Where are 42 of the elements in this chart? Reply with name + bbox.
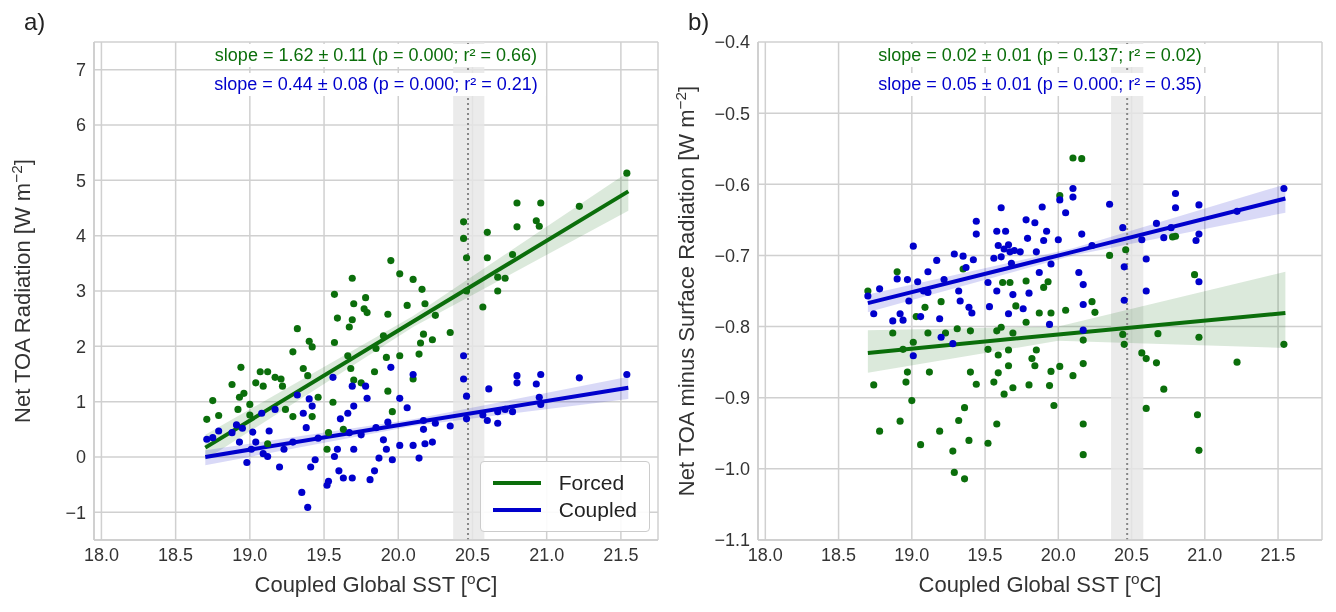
x-tick-label: 21.5 bbox=[1260, 544, 1296, 565]
y-tick-label: −1.1 bbox=[714, 530, 750, 551]
x-tick-label: 20.0 bbox=[380, 544, 416, 565]
y-tick-label: 7 bbox=[75, 60, 86, 81]
annotation: slope = 0.44 ± 0.08 (p = 0.000; r² = 0.21) bbox=[206, 73, 546, 96]
x-axis-title: Coupled Global SST [$^{o}$C] bbox=[254, 569, 498, 597]
x-tick-label: 20.0 bbox=[1040, 544, 1076, 565]
annotation: slope = 0.05 ± 0.01 (p = 0.000; r² = 0.35) bbox=[870, 73, 1210, 96]
y-tick-label: −1 bbox=[65, 502, 86, 523]
x-tick-label: 19.5 bbox=[967, 544, 1003, 565]
y-tick-label: −0.6 bbox=[714, 174, 750, 195]
y-tick-label: −0.7 bbox=[714, 245, 750, 266]
annotation: slope = 1.62 ± 0.11 (p = 0.000; r² = 0.66) bbox=[206, 44, 546, 67]
annotation: slope = 0.02 ± 0.01 (p = 0.137; r² = 0.02) bbox=[870, 44, 1210, 67]
y-tick-label: 4 bbox=[75, 226, 86, 247]
x-tick-label: 20.5 bbox=[1114, 544, 1150, 565]
y-tick-label: −0.9 bbox=[714, 388, 750, 409]
x-tick-label: 21.0 bbox=[1187, 544, 1223, 565]
legend-label: Coupled bbox=[558, 498, 637, 522]
x-tick-label: 19.5 bbox=[306, 544, 342, 565]
y-tick-label: 2 bbox=[75, 336, 86, 357]
legend-label: Forced bbox=[558, 471, 625, 495]
chart-title: b) bbox=[688, 8, 710, 36]
y-tick-label: −0.8 bbox=[714, 316, 750, 337]
x-tick-label: 19.0 bbox=[894, 544, 930, 565]
x-axis-title: Coupled Global SST [$^{o}$C] bbox=[918, 569, 1162, 597]
y-tick-label: 5 bbox=[75, 170, 86, 191]
chart-title: a) bbox=[24, 8, 46, 36]
x-tick-label: 21.0 bbox=[529, 544, 565, 565]
y-tick-label: 0 bbox=[75, 447, 86, 468]
y-tick-label: −0.5 bbox=[714, 103, 750, 124]
x-tick-label: 20.5 bbox=[454, 544, 490, 565]
x-tick-label: 18.5 bbox=[158, 544, 194, 565]
y-tick-label: 3 bbox=[75, 281, 86, 302]
x-tick-label: 19.0 bbox=[232, 544, 268, 565]
y-tick-label: −0.4 bbox=[714, 32, 750, 53]
y-tick-label: 1 bbox=[75, 392, 86, 413]
x-tick-label: 21.5 bbox=[603, 544, 639, 565]
x-tick-label: 18.5 bbox=[821, 544, 857, 565]
x-tick-label: 18.0 bbox=[83, 544, 119, 565]
y-tick-label: −1.0 bbox=[714, 459, 750, 480]
y-tick-label: 6 bbox=[75, 115, 86, 136]
